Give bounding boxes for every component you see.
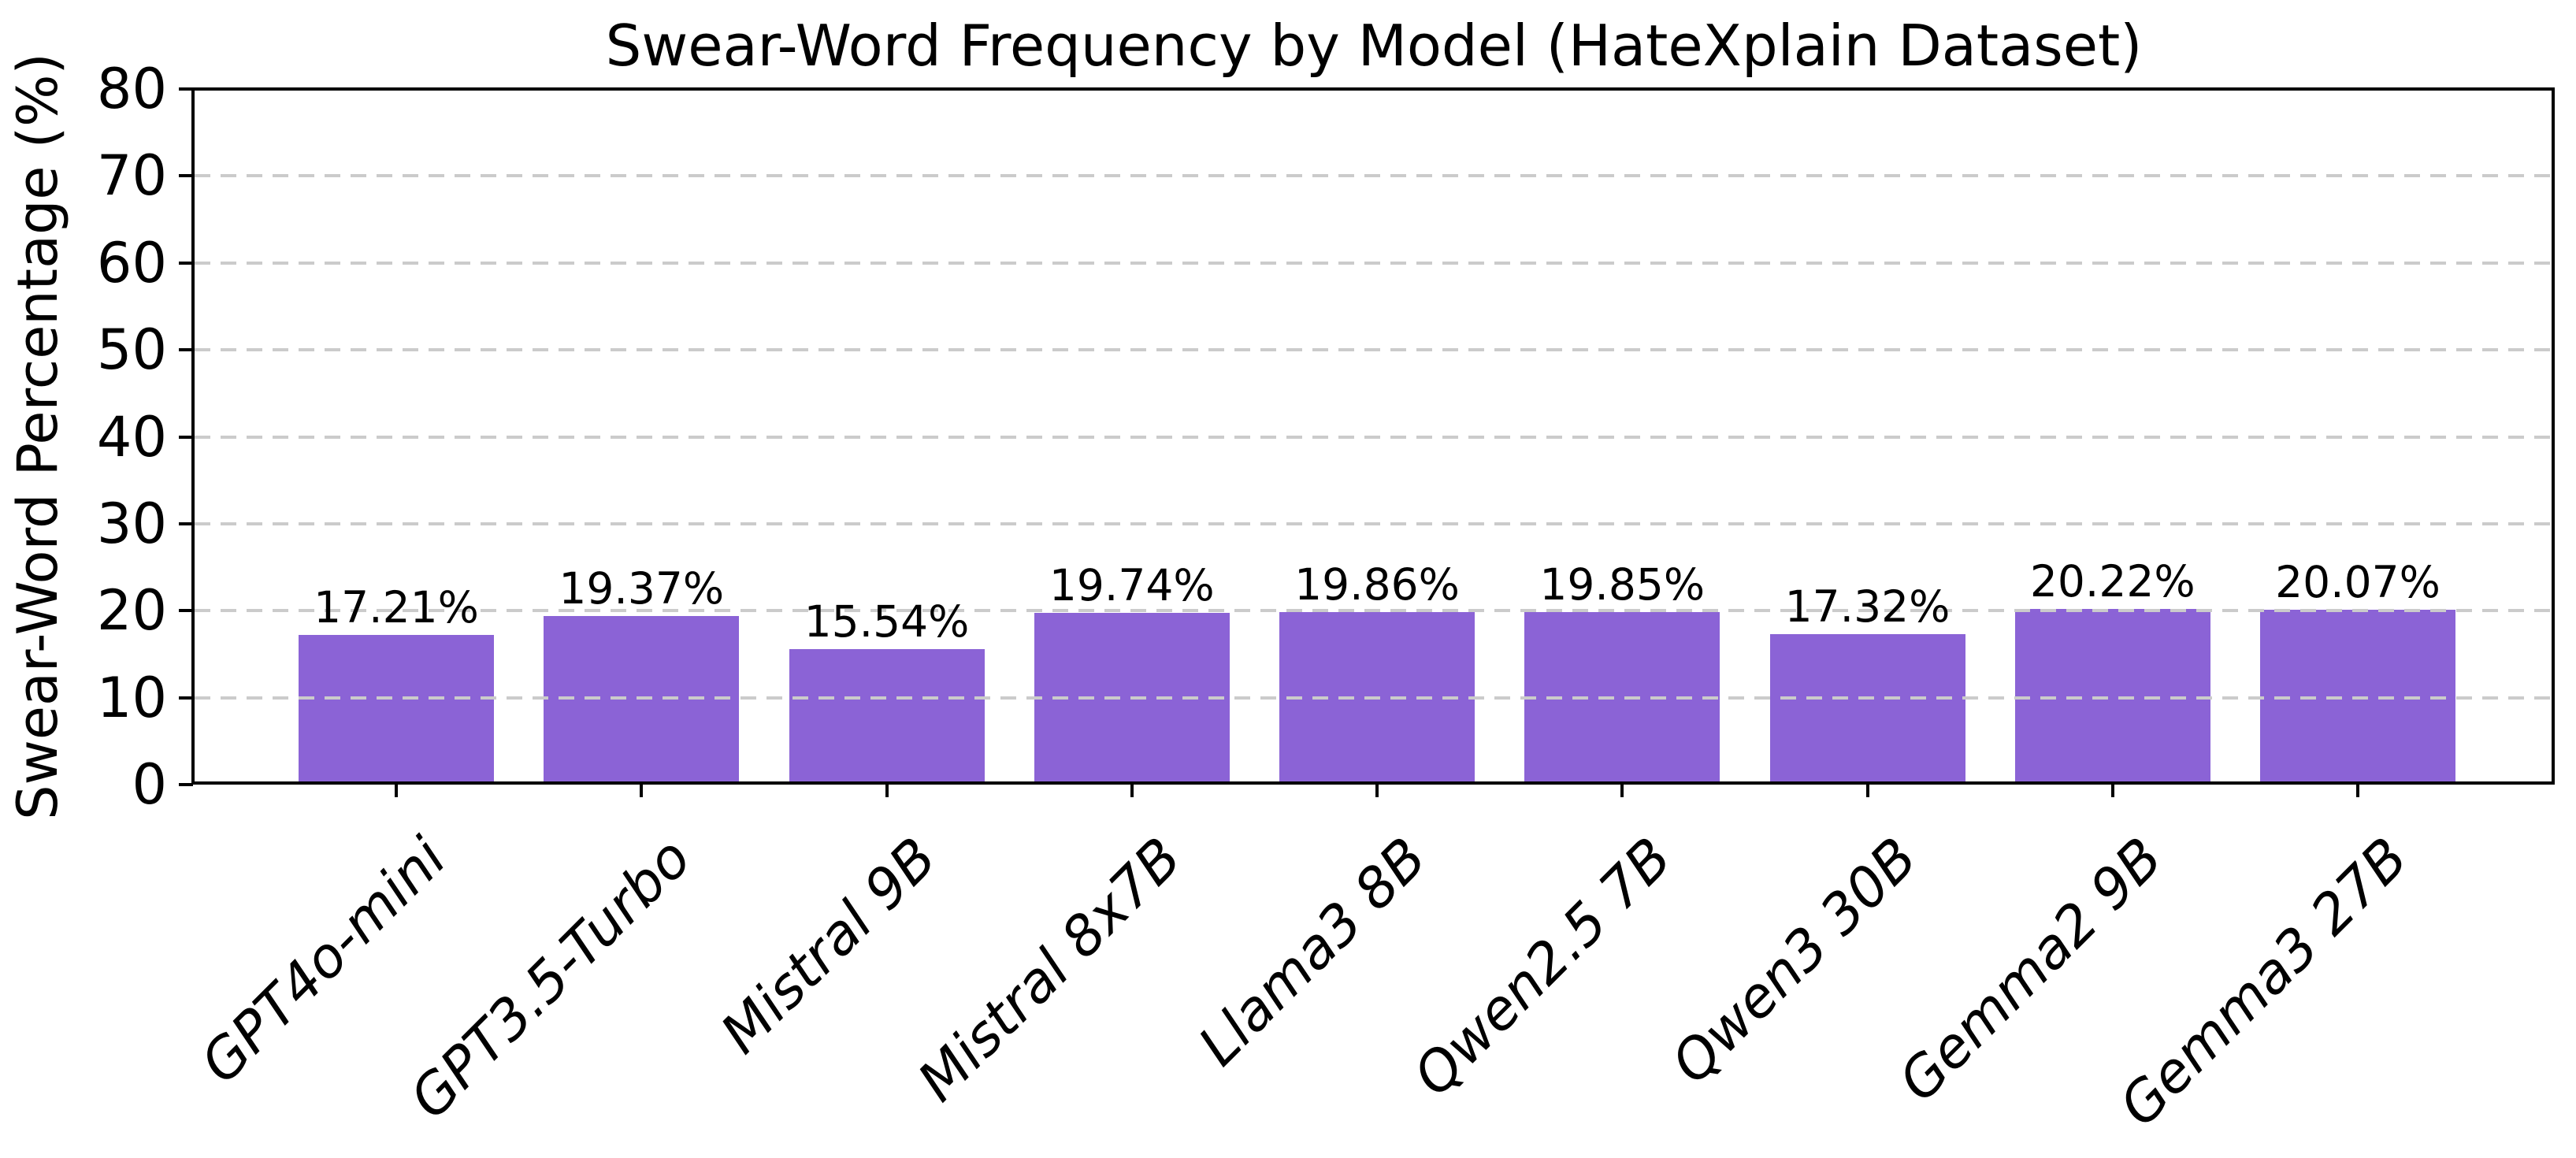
y-tick-mark [179,261,193,265]
x-tick-mark [885,785,889,797]
bar-value-label: 17.32% [1784,581,1951,632]
x-tick-label: Qwen3 30B [1658,825,1930,1097]
y-tick-mark [179,609,193,613]
y-tick-label: 80 [96,57,167,121]
y-tick-label: 30 [96,491,167,556]
y-tick-label: 60 [96,230,167,295]
x-tick-mark [1865,785,1869,797]
y-tick-label: 40 [96,404,167,470]
x-tick-mark [2110,785,2114,797]
y-tick-mark [179,783,193,786]
x-tick-label: Qwen2.5 7B [1401,825,1684,1108]
gridline [195,174,2552,178]
y-tick-mark [179,696,193,700]
gridline [195,696,2552,700]
bar-value-label: 19.86% [1294,559,1460,610]
y-tick-mark [179,87,193,91]
x-tick-mark [640,785,644,797]
y-tick-mark [179,174,193,178]
x-tick-mark [2356,785,2359,797]
x-tick-label: Llama3 8B [1186,825,1439,1078]
y-tick-mark [179,435,193,439]
gridline [195,261,2552,265]
x-tick-mark [1130,785,1134,797]
gridline [195,348,2552,352]
chart-title: Swear-Word Frequency by Model (HateXplai… [605,13,2143,79]
bar [789,649,985,785]
y-tick-label: 70 [96,143,167,209]
x-tick-label: Gemma2 9B [1886,825,2175,1114]
x-tick-mark [1375,785,1379,797]
y-tick-label: 50 [96,317,167,383]
bar-value-label: 19.74% [1049,560,1215,611]
x-tick-label: GPT4o-mini [187,825,458,1096]
x-tick-label: Mistral 8x7B [905,825,1194,1114]
gridline [195,609,2552,613]
y-tick-mark [179,521,193,525]
bar [299,635,494,785]
x-tick-mark [395,785,398,797]
gridline [195,435,2552,439]
y-tick-mark [179,348,193,352]
bar-value-label: 17.21% [314,582,479,633]
bar-value-label: 19.37% [559,563,725,614]
bar-value-label: 20.22% [2029,555,2196,607]
bar-value-label: 19.85% [1539,559,1706,610]
x-tick-label: Mistral 9B [707,825,949,1067]
y-axis-label: Swear-Word Percentage (%) [6,53,70,820]
bar-value-label: 15.54% [804,596,970,648]
gridline [195,521,2552,525]
bar-value-label: 20.07% [2275,557,2441,608]
y-tick-label: 10 [96,665,167,730]
bar [1769,633,1965,785]
x-tick-mark [1620,785,1624,797]
y-tick-label: 20 [96,578,167,644]
y-tick-label: 0 [132,752,167,817]
bar [544,616,740,785]
